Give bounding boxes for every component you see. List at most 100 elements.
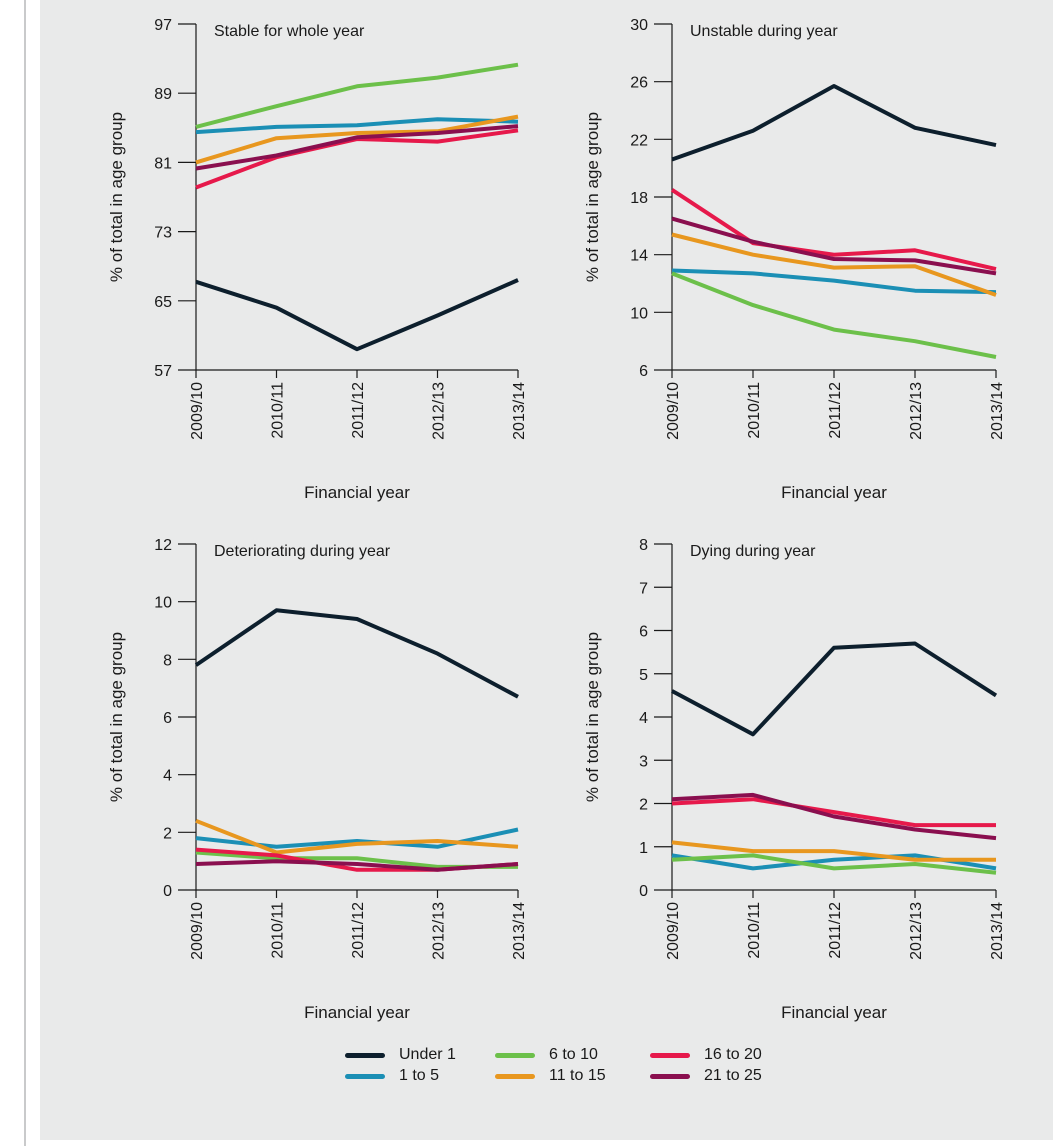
dying-y-tick-label: 1 — [639, 840, 648, 857]
stable-x-tick-label: 2010/11 — [270, 382, 287, 439]
unstable-series-11-to-15 — [671, 232, 997, 297]
deteriorating-x-tick-label: 2012/13 — [431, 902, 448, 960]
deteriorating-y-tick-label: 12 — [154, 537, 172, 554]
unstable-x-tick-label: 2009/10 — [665, 382, 682, 440]
deteriorating-chart-title: Deteriorating during year — [214, 543, 391, 560]
stable-y-tick-label: 89 — [154, 86, 172, 103]
deteriorating-y-tick-label: 10 — [154, 595, 172, 612]
deteriorating-series-11-to-15 — [195, 818, 519, 855]
stable-series-under-1 — [195, 278, 519, 352]
stable-series-6-to-10 — [195, 62, 519, 129]
unstable-y-tick-label: 18 — [630, 190, 648, 207]
dying-series-under-1 — [671, 641, 998, 737]
stable-x-tick-label: 2013/14 — [511, 382, 528, 440]
unstable-y-tick-label: 14 — [630, 248, 648, 265]
deteriorating-y-tick-label: 2 — [163, 825, 172, 842]
dying-series-6-to-10 — [671, 853, 997, 875]
legend-label: 21 to 25 — [704, 1067, 762, 1084]
legend-item-16-to-20: 16 to 20 — [650, 1046, 762, 1064]
stable-y-tick-label: 65 — [154, 294, 172, 311]
legend-item-under-1: Under 1 — [345, 1046, 456, 1064]
unstable-chart-title: Unstable during year — [690, 23, 838, 40]
dying-y-tick-label: 0 — [639, 883, 648, 900]
stable-chart-title: Stable for whole year — [214, 23, 365, 40]
dying-y-tick-label: 7 — [639, 580, 648, 597]
stable-series-21-to-25 — [195, 124, 519, 171]
stable-x-axis-label: Financial year — [304, 483, 410, 502]
unstable-y-tick-label: 26 — [630, 75, 648, 92]
unstable-y-tick-label: 30 — [630, 17, 648, 34]
stable-series-11-to-15 — [195, 114, 519, 165]
unstable-series-1-to-5 — [671, 268, 997, 295]
legend-swatch — [495, 1052, 535, 1058]
legend-label: Under 1 — [399, 1046, 456, 1063]
dying-chart-title: Dying during year — [690, 543, 816, 560]
dying-x-tick-label: 2010/11 — [746, 902, 763, 959]
dying-x-tick-label: 2009/10 — [665, 902, 682, 960]
deteriorating-y-tick-label: 6 — [163, 710, 172, 727]
dying-y-axis-label: % of total in age group — [583, 632, 602, 802]
stable-series-1-to-5 — [195, 117, 519, 135]
deteriorating-x-tick-label: 2011/12 — [350, 902, 367, 959]
legend-label: 6 to 10 — [549, 1046, 598, 1063]
dying-x-tick-label: 2012/13 — [908, 902, 925, 960]
deteriorating-x-tick-label: 2009/10 — [189, 902, 206, 960]
unstable-series-16-to-20 — [670, 188, 997, 272]
unstable-x-tick-label: 2013/14 — [989, 382, 1006, 440]
stable-x-tick-label: 2012/13 — [431, 382, 448, 440]
deteriorating-x-axis-label: Financial year — [304, 1003, 410, 1022]
unstable-y-tick-label: 22 — [630, 132, 648, 149]
unstable-series-6-to-10 — [671, 271, 997, 359]
dying-y-tick-label: 6 — [639, 624, 648, 641]
unstable-y-axis-label: % of total in age group — [583, 112, 602, 282]
legend-swatch — [650, 1052, 690, 1058]
legend-swatch — [345, 1073, 385, 1079]
legend-item-11-to-15: 11 to 15 — [495, 1067, 606, 1085]
legend-item-21-to-25: 21 to 25 — [650, 1067, 762, 1085]
dying-y-tick-label: 5 — [639, 667, 648, 684]
dying-x-axis-label: Financial year — [781, 1003, 887, 1022]
deteriorating-series-under-1 — [194, 608, 519, 699]
dying-series-21-to-25 — [671, 792, 997, 841]
stable-x-tick-label: 2009/10 — [189, 382, 206, 440]
dying-y-tick-label: 2 — [639, 797, 648, 814]
legend-label: 16 to 20 — [704, 1046, 762, 1063]
unstable-x-tick-label: 2012/13 — [908, 382, 925, 440]
deteriorating-series-21-to-25 — [195, 859, 519, 872]
deteriorating-y-axis-label: % of total in age group — [107, 632, 126, 802]
deteriorating-x-tick-label: 2013/14 — [511, 902, 528, 960]
legend-swatch — [495, 1073, 535, 1079]
legend-swatch — [650, 1073, 690, 1079]
deteriorating-y-tick-label: 8 — [163, 652, 172, 669]
unstable-x-tick-label: 2011/12 — [827, 382, 844, 439]
unstable-y-tick-label: 6 — [639, 363, 648, 380]
deteriorating-y-tick-label: 4 — [163, 768, 172, 785]
stable-y-tick-label: 81 — [154, 155, 172, 172]
unstable-series-21-to-25 — [671, 216, 997, 276]
chart-panel — [40, 0, 1053, 1140]
stable-y-axis-label: % of total in age group — [107, 112, 126, 282]
unstable-x-axis-label: Financial year — [781, 483, 887, 502]
dying-series-11-to-15 — [671, 840, 996, 862]
unstable-y-tick-label: 10 — [630, 305, 648, 322]
legend-label: 1 to 5 — [399, 1067, 440, 1084]
dying-y-tick-label: 3 — [639, 753, 648, 770]
dying-y-tick-label: 8 — [639, 537, 648, 554]
legend-item-1-to-5: 1 to 5 — [345, 1067, 439, 1085]
legend-label: 11 to 15 — [549, 1067, 606, 1084]
dying-x-tick-label: 2013/14 — [989, 902, 1006, 960]
dying-series-16-to-20 — [671, 797, 996, 828]
page-left-rule — [24, 0, 26, 1146]
unstable-series-under-1 — [671, 84, 997, 162]
dying-y-tick-label: 4 — [639, 710, 648, 727]
stable-y-tick-label: 73 — [154, 225, 172, 242]
dying-x-tick-label: 2011/12 — [827, 902, 844, 959]
deteriorating-x-tick-label: 2010/11 — [270, 902, 287, 959]
stable-y-tick-label: 97 — [154, 17, 172, 34]
stable-y-tick-label: 57 — [154, 363, 172, 380]
deteriorating-y-tick-label: 0 — [163, 883, 172, 900]
legend-swatch — [345, 1052, 385, 1058]
stable-x-tick-label: 2011/12 — [350, 382, 367, 439]
legend: Under 1 1 to 5 6 to 10 11 to 15 16 to 20… — [345, 1046, 825, 1126]
